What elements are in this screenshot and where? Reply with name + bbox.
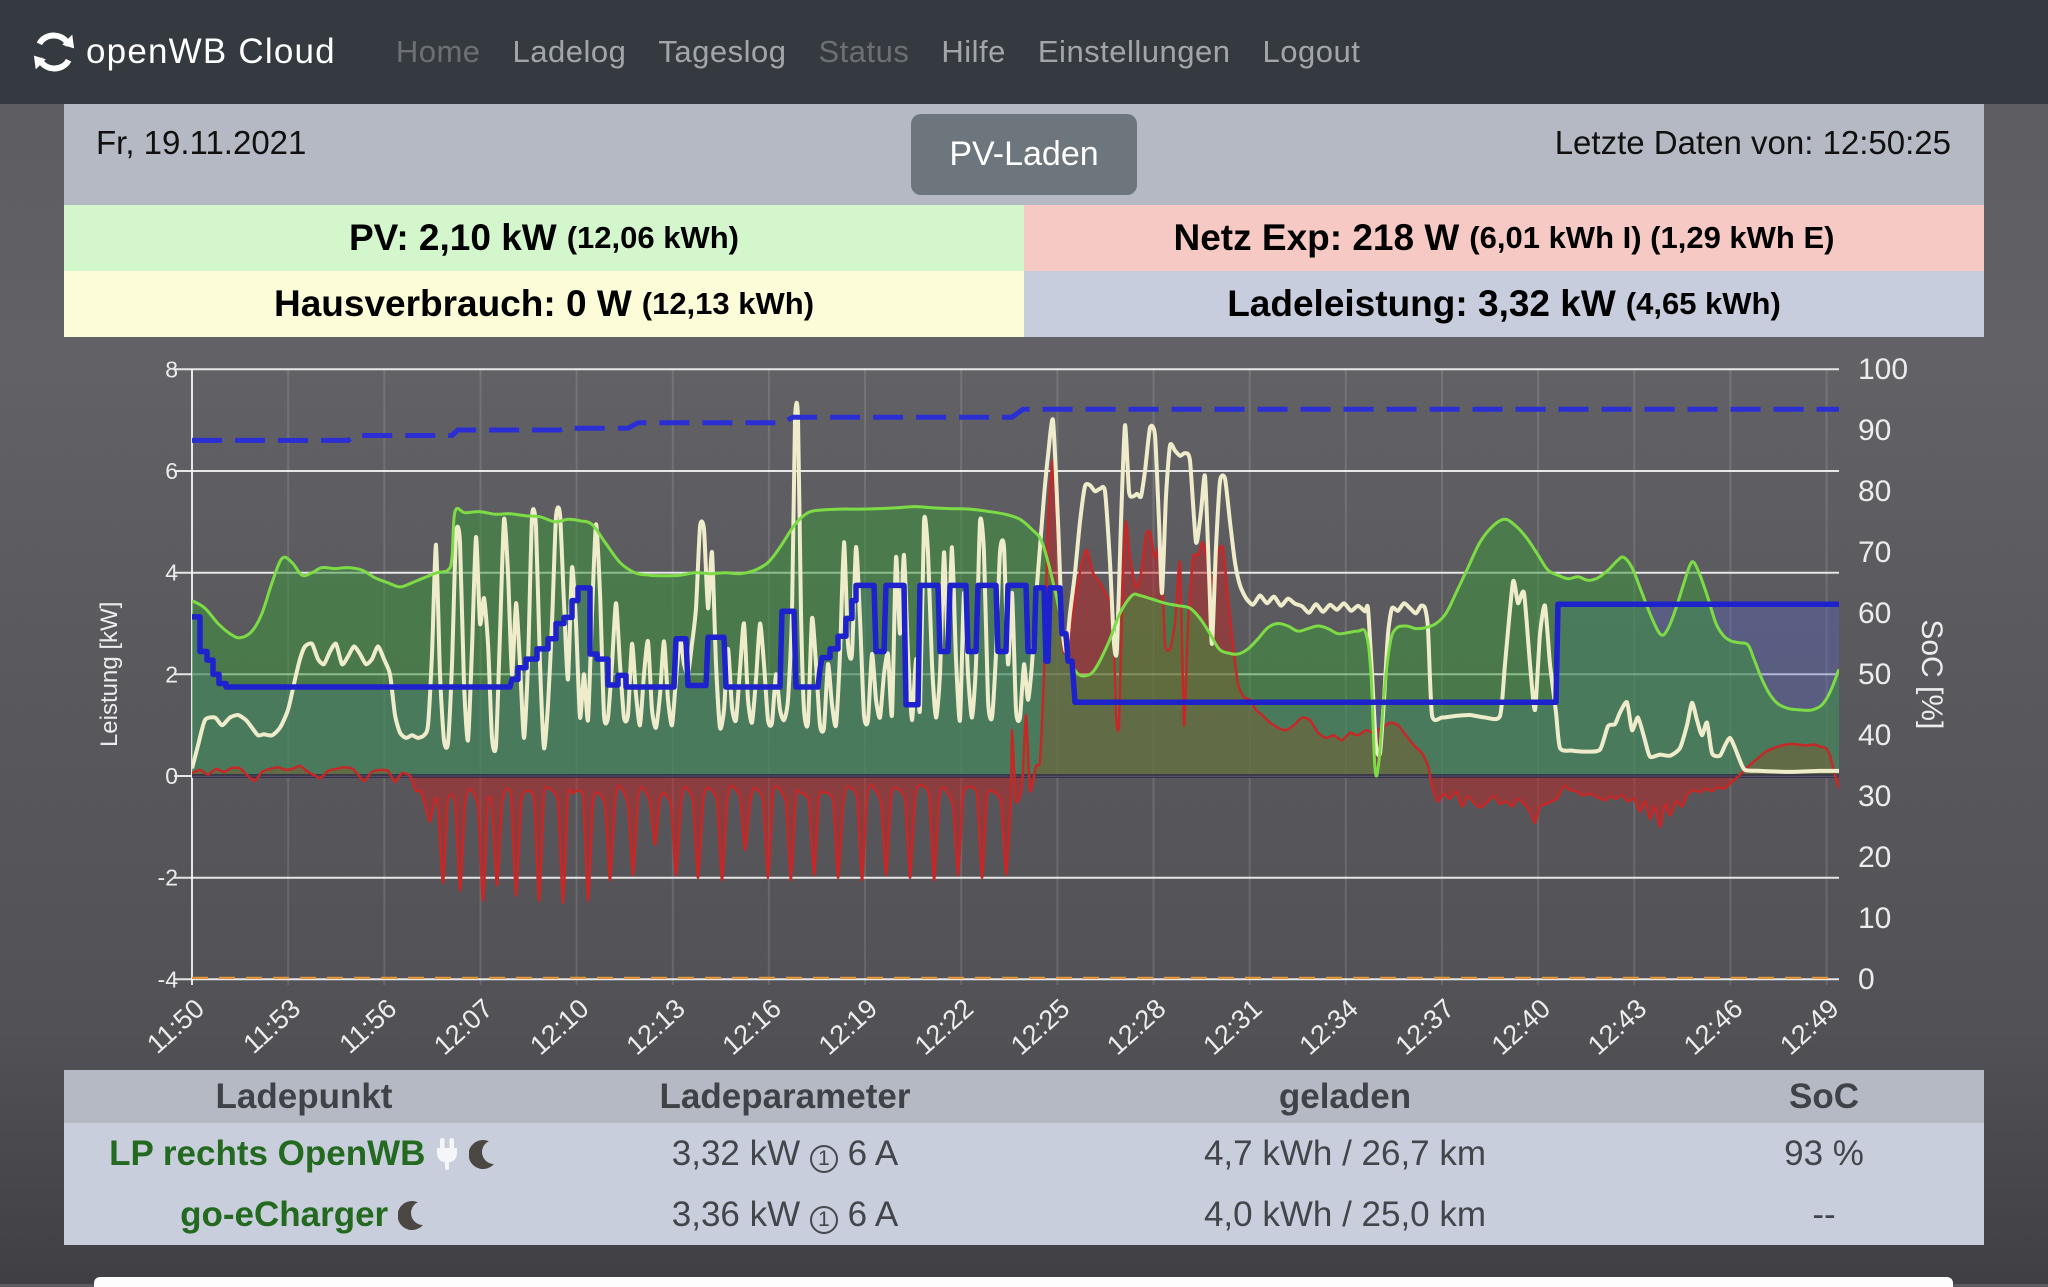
svg-text:12:07: 12:07 (428, 993, 498, 1061)
svg-text:11:56: 11:56 (334, 993, 403, 1059)
svg-text:-2: -2 (158, 865, 178, 891)
svg-text:80: 80 (1858, 475, 1891, 508)
svg-text:10: 10 (1858, 902, 1891, 935)
svg-text:4: 4 (165, 560, 178, 586)
svg-text:-4: -4 (158, 966, 179, 992)
svg-text:2: 2 (165, 661, 178, 687)
svg-text:12:34: 12:34 (1294, 993, 1364, 1061)
svg-text:12:46: 12:46 (1678, 993, 1748, 1061)
svg-text:100: 100 (1858, 353, 1908, 386)
svg-text:12:25: 12:25 (1005, 993, 1075, 1061)
svg-text:12:40: 12:40 (1486, 993, 1556, 1061)
svg-text:12:28: 12:28 (1101, 993, 1171, 1061)
svg-text:70: 70 (1858, 536, 1891, 569)
svg-text:12:13: 12:13 (621, 993, 691, 1061)
svg-text:12:19: 12:19 (813, 993, 883, 1061)
svg-text:30: 30 (1858, 780, 1891, 813)
svg-text:12:43: 12:43 (1582, 993, 1652, 1061)
svg-text:11:53: 11:53 (237, 993, 306, 1059)
svg-text:20: 20 (1858, 841, 1891, 874)
svg-text:12:16: 12:16 (717, 993, 787, 1061)
svg-text:40: 40 (1858, 719, 1891, 752)
svg-text:SoC [%]: SoC [%] (1915, 619, 1948, 729)
svg-text:0: 0 (165, 763, 178, 789)
svg-text:Leistung [kW]: Leistung [kW] (96, 602, 123, 747)
svg-text:6: 6 (165, 458, 178, 484)
svg-text:8: 8 (165, 356, 178, 382)
svg-text:12:31: 12:31 (1197, 993, 1267, 1061)
svg-text:12:10: 12:10 (524, 993, 594, 1061)
svg-text:90: 90 (1858, 414, 1891, 447)
svg-text:12:49: 12:49 (1774, 993, 1844, 1061)
svg-text:0: 0 (1858, 963, 1875, 996)
svg-text:12:37: 12:37 (1390, 993, 1460, 1061)
svg-text:12:22: 12:22 (909, 993, 979, 1061)
svg-text:60: 60 (1858, 597, 1891, 630)
svg-text:50: 50 (1858, 658, 1891, 691)
svg-text:11:50: 11:50 (141, 993, 210, 1059)
